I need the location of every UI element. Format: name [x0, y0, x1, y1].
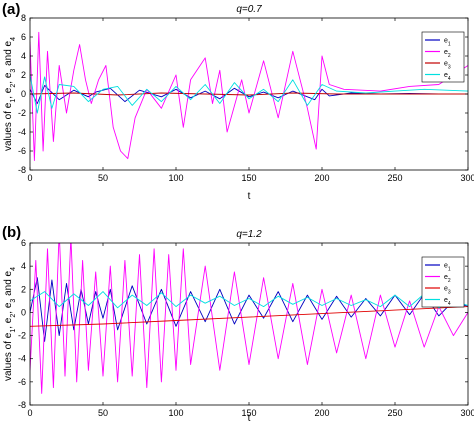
y-tick-label: 2: [21, 284, 26, 294]
y-tick-label: -4: [18, 354, 26, 364]
legend-label-e2: e2: [444, 49, 451, 59]
y-tick-label: -2: [18, 331, 26, 341]
y-tick-label: -8: [18, 165, 26, 175]
x-tick-label: 300: [460, 408, 474, 418]
series-line-e2: [30, 243, 468, 394]
chart-panel-1: (a) q=0.7 0 50 100 150 200 250 300 -8 -6 -4 -2 0 2 4 6 8 t…: [2, 1, 474, 202]
legend-label-e1: e1: [444, 38, 451, 48]
series-group: [30, 31, 468, 161]
y-tick-label: 2: [21, 70, 26, 80]
chart-title: q=1.2: [236, 229, 262, 240]
y-axis-label: values of e1, e2, e3 and e4: [3, 267, 17, 381]
panel-label: (b): [2, 224, 21, 241]
y-tick-label: 6: [21, 32, 26, 42]
panel-label: (a): [2, 1, 20, 18]
y-tick-label: 4: [21, 51, 26, 61]
y-tick-label: -6: [18, 377, 26, 387]
x-axis-label: t: [248, 413, 251, 424]
series-line-e4: [30, 291, 468, 309]
x-tick-label: 200: [314, 408, 329, 418]
x-tick-label: 0: [27, 408, 32, 418]
x-tick-label: 300: [460, 173, 474, 183]
series-line-e1: [30, 277, 468, 342]
y-tick-label: 4: [21, 261, 26, 271]
y-tick-label: -2: [18, 108, 26, 118]
chart-panel-2: (b) q=1.2 0 50 100 150 200 250 300 -8 -6 -4 -2 0 2 4 6 t e…: [2, 224, 474, 424]
chart-title: q=0.7: [236, 4, 262, 15]
series-group: [30, 243, 468, 394]
x-tick-label: 250: [387, 173, 402, 183]
x-tick-label: 0: [27, 173, 32, 183]
x-tick-label: 150: [241, 173, 256, 183]
x-tick-label: 200: [314, 173, 329, 183]
y-tick-label: 6: [21, 238, 26, 248]
legend-label-e3: e3: [444, 286, 451, 296]
x-tick-label: 100: [168, 408, 183, 418]
y-axis-label: values of e1, e2, e3 and e4: [3, 37, 17, 151]
x-tick-label: 100: [168, 173, 183, 183]
y-tick-label: 8: [21, 13, 26, 23]
legend-label-e3: e3: [444, 61, 451, 71]
y-tick-label: -4: [18, 127, 26, 137]
y-tick-label: 0: [21, 307, 26, 317]
legend-label-e4: e4: [444, 72, 451, 82]
series-line-e2: [30, 31, 468, 161]
x-tick-label: 250: [387, 408, 402, 418]
series-line-e3: [30, 306, 468, 327]
y-tick-label: -6: [18, 146, 26, 156]
x-axis-label: t: [248, 191, 251, 202]
y-tick-label: 0: [21, 89, 26, 99]
series-line-e3: [30, 92, 468, 96]
legend-label-e2: e2: [444, 274, 451, 284]
legend-label-e1: e1: [444, 263, 451, 273]
series-line-e4: [30, 74, 468, 114]
legend-label-e4: e4: [444, 297, 451, 307]
y-tick-label: -8: [18, 400, 26, 410]
x-tick-label: 150: [241, 408, 256, 418]
x-tick-label: 50: [98, 173, 108, 183]
x-tick-label: 50: [98, 408, 108, 418]
